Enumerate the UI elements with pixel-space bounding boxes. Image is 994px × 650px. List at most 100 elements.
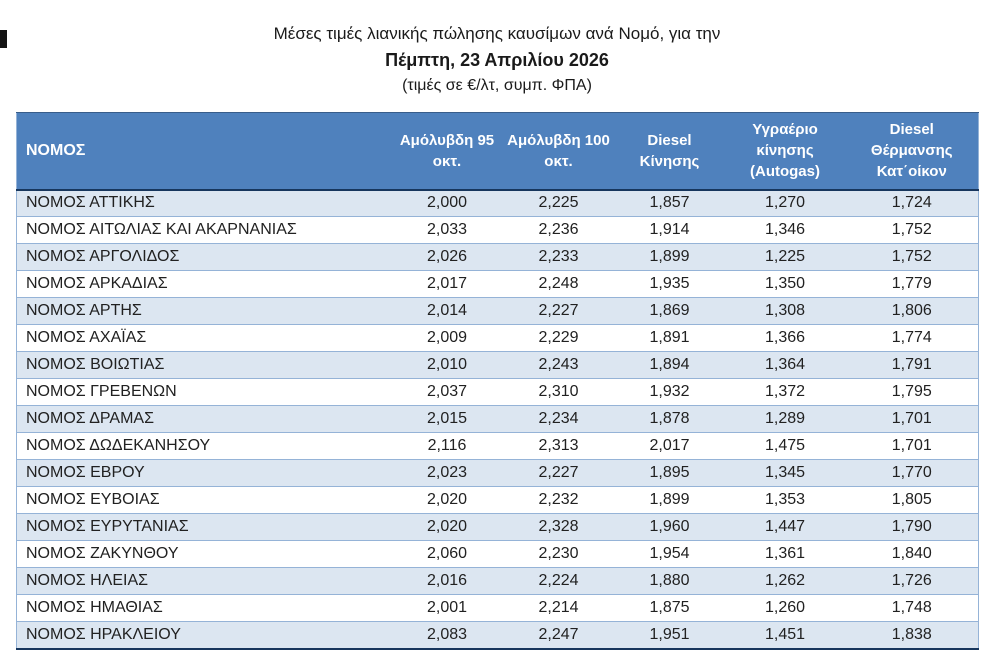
cell-autogas: 1,262 <box>724 567 846 595</box>
cell-heating-diesel: 1,791 <box>845 351 979 379</box>
header-row: ΝΟΜΟΣ Αμόλυβδη 95 οκτ. Αμόλυβδη 100 οκτ.… <box>16 112 979 191</box>
cell-autogas: 1,225 <box>724 243 846 271</box>
table-row: ΝΟΜΟΣ ΑΙΤΩΛΙΑΣ ΚΑΙ ΑΚΑΡΝΑΝΙΑΣ 2,033 2,23… <box>16 216 979 244</box>
cell-heating-diesel: 1,752 <box>845 243 979 271</box>
table-row: ΝΟΜΟΣ ΕΥΡΥΤΑΝΙΑΣ 2,020 2,328 1,960 1,447… <box>16 513 979 541</box>
table-row: ΝΟΜΟΣ ΓΡΕΒΕΝΩΝ 2,037 2,310 1,932 1,372 1… <box>16 378 979 406</box>
cell-unleaded-95: 2,010 <box>391 351 503 379</box>
cell-diesel: 1,960 <box>614 513 725 541</box>
cell-unleaded-100: 2,224 <box>502 567 615 595</box>
cell-unleaded-95: 2,020 <box>391 513 503 541</box>
cell-unleaded-100: 2,229 <box>502 324 615 352</box>
cell-heating-diesel: 1,724 <box>845 189 979 217</box>
cell-autogas: 1,372 <box>724 378 846 406</box>
cell-diesel: 1,878 <box>614 405 725 433</box>
cell-unleaded-100: 2,236 <box>502 216 615 244</box>
cell-unleaded-95: 2,083 <box>391 621 503 650</box>
table-row: ΝΟΜΟΣ ΗΜΑΘΙΑΣ 2,001 2,214 1,875 1,260 1,… <box>16 594 979 622</box>
cell-unleaded-100: 2,328 <box>502 513 615 541</box>
cell-autogas: 1,353 <box>724 486 846 514</box>
cell-heating-diesel: 1,806 <box>845 297 979 325</box>
cell-unleaded-95: 2,116 <box>391 432 503 460</box>
cell-nomos: ΝΟΜΟΣ ΕΒΡΟΥ <box>16 459 392 487</box>
cell-heating-diesel: 1,779 <box>845 270 979 298</box>
cell-diesel: 1,899 <box>614 243 725 271</box>
cell-heating-diesel: 1,774 <box>845 324 979 352</box>
cell-nomos: ΝΟΜΟΣ ΗΜΑΘΙΑΣ <box>16 594 392 622</box>
cell-autogas: 1,260 <box>724 594 846 622</box>
cell-unleaded-100: 2,225 <box>502 189 615 217</box>
cell-unleaded-95: 2,017 <box>391 270 503 298</box>
cell-diesel: 1,875 <box>614 594 725 622</box>
cell-autogas: 1,447 <box>724 513 846 541</box>
cell-heating-diesel: 1,795 <box>845 378 979 406</box>
table-row: ΝΟΜΟΣ ΗΛΕΙΑΣ 2,016 2,224 1,880 1,262 1,7… <box>16 567 979 595</box>
table-row: ΝΟΜΟΣ ΖΑΚΥΝΘΟΥ 2,060 2,230 1,954 1,361 1… <box>16 540 979 568</box>
table-row: ΝΟΜΟΣ ΔΩΔΕΚΑΝΗΣΟΥ 2,116 2,313 2,017 1,47… <box>16 432 979 460</box>
cell-diesel: 1,895 <box>614 459 725 487</box>
cell-nomos: ΝΟΜΟΣ ΑΡΚΑΔΙΑΣ <box>16 270 392 298</box>
table-row: ΝΟΜΟΣ ΑΡΤΗΣ 2,014 2,227 1,869 1,308 1,80… <box>16 297 979 325</box>
cell-unleaded-95: 2,037 <box>391 378 503 406</box>
cell-unleaded-95: 2,015 <box>391 405 503 433</box>
table-row: ΝΟΜΟΣ ΑΡΚΑΔΙΑΣ 2,017 2,248 1,935 1,350 1… <box>16 270 979 298</box>
cell-unleaded-100: 2,234 <box>502 405 615 433</box>
cell-nomos: ΝΟΜΟΣ ΖΑΚΥΝΘΟΥ <box>16 540 392 568</box>
cell-diesel: 1,932 <box>614 378 725 406</box>
table-row: ΝΟΜΟΣ ΗΡΑΚΛΕΙΟΥ 2,083 2,247 1,951 1,451 … <box>16 621 979 650</box>
cell-nomos: ΝΟΜΟΣ ΑΡΓΟΛΙΔΟΣ <box>16 243 392 271</box>
cell-diesel: 1,954 <box>614 540 725 568</box>
table-row: ΝΟΜΟΣ ΑΡΓΟΛΙΔΟΣ 2,026 2,233 1,899 1,225 … <box>16 243 979 271</box>
cell-nomos: ΝΟΜΟΣ ΗΡΑΚΛΕΙΟΥ <box>16 621 392 650</box>
column-header-unleaded-100: Αμόλυβδη 100 οκτ. <box>502 112 615 191</box>
table-row: ΝΟΜΟΣ ΔΡΑΜΑΣ 2,015 2,234 1,878 1,289 1,7… <box>16 405 979 433</box>
cell-diesel: 1,869 <box>614 297 725 325</box>
column-header-autogas: Υγραέριο κίνησης (Autogas) <box>724 112 846 191</box>
report-units-note: (τιμές σε €/λτ, συμπ. ΦΠΑ) <box>402 77 592 94</box>
cell-nomos: ΝΟΜΟΣ ΕΥΒΟΙΑΣ <box>16 486 392 514</box>
cell-heating-diesel: 1,770 <box>845 459 979 487</box>
column-header-unleaded-95: Αμόλυβδη 95 οκτ. <box>391 112 503 191</box>
cell-heating-diesel: 1,726 <box>845 567 979 595</box>
cell-unleaded-95: 2,033 <box>391 216 503 244</box>
cell-diesel: 2,017 <box>614 432 725 460</box>
cell-heating-diesel: 1,805 <box>845 486 979 514</box>
cell-diesel: 1,891 <box>614 324 725 352</box>
cell-unleaded-100: 2,313 <box>502 432 615 460</box>
cell-autogas: 1,289 <box>724 405 846 433</box>
cell-nomos: ΝΟΜΟΣ ΑΤΤΙΚΗΣ <box>16 189 392 217</box>
cell-diesel: 1,914 <box>614 216 725 244</box>
cell-unleaded-95: 2,014 <box>391 297 503 325</box>
cell-unleaded-100: 2,230 <box>502 540 615 568</box>
cell-nomos: ΝΟΜΟΣ ΑΡΤΗΣ <box>16 297 392 325</box>
cell-unleaded-95: 2,000 <box>391 189 503 217</box>
cell-heating-diesel: 1,838 <box>845 621 979 650</box>
cell-unleaded-95: 2,060 <box>391 540 503 568</box>
cell-autogas: 1,451 <box>724 621 846 650</box>
cell-unleaded-95: 2,016 <box>391 567 503 595</box>
cell-unleaded-100: 2,233 <box>502 243 615 271</box>
cell-unleaded-95: 2,009 <box>391 324 503 352</box>
cell-autogas: 1,346 <box>724 216 846 244</box>
cell-unleaded-100: 2,310 <box>502 378 615 406</box>
cell-autogas: 1,361 <box>724 540 846 568</box>
cell-diesel: 1,894 <box>614 351 725 379</box>
table-row: ΝΟΜΟΣ ΑΤΤΙΚΗΣ 2,000 2,225 1,857 1,270 1,… <box>16 189 979 217</box>
cell-unleaded-100: 2,214 <box>502 594 615 622</box>
table-row: ΝΟΜΟΣ ΒΟΙΩΤΙΑΣ 2,010 2,243 1,894 1,364 1… <box>16 351 979 379</box>
cell-nomos: ΝΟΜΟΣ ΔΩΔΕΚΑΝΗΣΟΥ <box>16 432 392 460</box>
cell-unleaded-95: 2,020 <box>391 486 503 514</box>
column-header-diesel: Diesel Κίνησης <box>614 112 725 191</box>
cell-autogas: 1,308 <box>724 297 846 325</box>
column-header-heating-diesel: Diesel Θέρμανσης Κατ΄οίκον <box>845 112 979 191</box>
cell-nomos: ΝΟΜΟΣ ΗΛΕΙΑΣ <box>16 567 392 595</box>
cell-unleaded-95: 2,026 <box>391 243 503 271</box>
cell-nomos: ΝΟΜΟΣ ΕΥΡΥΤΑΝΙΑΣ <box>16 513 392 541</box>
cell-nomos: ΝΟΜΟΣ ΒΟΙΩΤΙΑΣ <box>16 351 392 379</box>
cell-heating-diesel: 1,701 <box>845 432 979 460</box>
cell-heating-diesel: 1,752 <box>845 216 979 244</box>
fuel-prices-table: ΝΟΜΟΣ Αμόλυβδη 95 οκτ. Αμόλυβδη 100 οκτ.… <box>16 112 979 650</box>
cell-diesel: 1,935 <box>614 270 725 298</box>
report-header: Μέσες τιμές λιανικής πώλησης καυσίμων αν… <box>0 21 994 99</box>
